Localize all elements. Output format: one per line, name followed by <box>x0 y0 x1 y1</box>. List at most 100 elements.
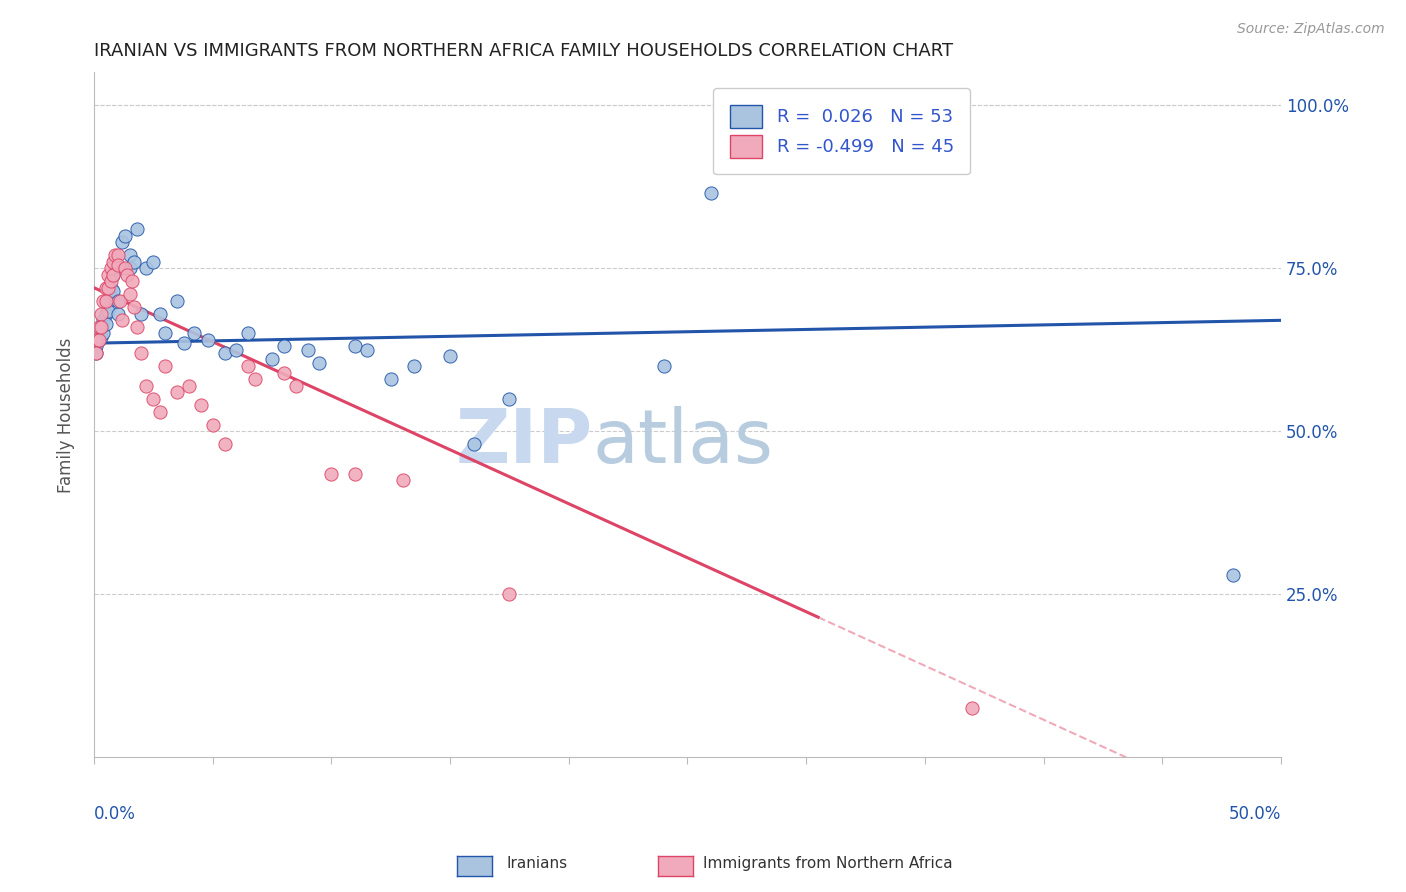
Point <box>131 346 153 360</box>
Point <box>111 313 134 327</box>
Point <box>124 300 146 314</box>
Point <box>93 293 115 308</box>
Point <box>190 398 212 412</box>
Point <box>114 261 136 276</box>
Point <box>108 293 131 308</box>
Text: 0.0%: 0.0% <box>94 805 136 823</box>
Point <box>100 291 122 305</box>
Point <box>498 587 520 601</box>
Point <box>94 293 117 308</box>
Point <box>166 293 188 308</box>
Point <box>118 261 141 276</box>
Point <box>118 287 141 301</box>
Text: Source: ZipAtlas.com: Source: ZipAtlas.com <box>1237 22 1385 37</box>
Point <box>97 281 120 295</box>
Text: 50.0%: 50.0% <box>1229 805 1281 823</box>
Point <box>391 473 413 487</box>
Point <box>84 339 107 353</box>
Point <box>166 385 188 400</box>
Point <box>84 346 107 360</box>
Point <box>700 186 723 200</box>
Point <box>87 319 110 334</box>
Point <box>90 319 112 334</box>
Point <box>177 378 200 392</box>
Point <box>90 319 112 334</box>
Point <box>124 254 146 268</box>
Point <box>104 248 127 262</box>
Point <box>114 228 136 243</box>
Point <box>214 346 236 360</box>
Point <box>245 372 267 386</box>
Point <box>100 281 122 295</box>
Point <box>115 268 138 282</box>
Legend: R =  0.026   N = 53, R = -0.499   N = 45: R = 0.026 N = 53, R = -0.499 N = 45 <box>713 88 970 175</box>
Point <box>125 222 148 236</box>
Point <box>173 336 195 351</box>
Point <box>93 326 115 341</box>
Point <box>273 366 295 380</box>
Point <box>214 437 236 451</box>
Point <box>344 467 367 481</box>
Point <box>94 307 117 321</box>
Point <box>118 248 141 262</box>
Point <box>90 307 112 321</box>
Point <box>87 323 110 337</box>
Point <box>121 274 143 288</box>
Point <box>131 307 153 321</box>
Point <box>97 268 120 282</box>
Point <box>97 303 120 318</box>
Point <box>962 701 984 715</box>
Point <box>356 343 378 357</box>
Text: Iranians: Iranians <box>506 856 567 871</box>
Text: atlas: atlas <box>592 406 773 479</box>
Point <box>260 352 283 367</box>
Point <box>107 258 129 272</box>
Point <box>273 339 295 353</box>
Point <box>135 261 157 276</box>
Point <box>439 349 461 363</box>
Point <box>111 235 134 249</box>
Point <box>404 359 426 373</box>
Point <box>297 343 319 357</box>
Point <box>866 150 889 164</box>
Point <box>153 359 176 373</box>
Point <box>107 248 129 262</box>
Point <box>87 333 110 347</box>
Point <box>101 254 124 268</box>
Point <box>94 317 117 331</box>
Point <box>308 356 330 370</box>
Point <box>101 268 124 282</box>
Point <box>107 293 129 308</box>
Point <box>463 437 485 451</box>
Point <box>84 333 107 347</box>
Point <box>498 392 520 406</box>
Point <box>125 319 148 334</box>
Point <box>93 313 115 327</box>
Text: ZIP: ZIP <box>456 406 592 479</box>
Point <box>1222 567 1244 582</box>
Point <box>284 378 307 392</box>
Point <box>100 261 122 276</box>
Point <box>238 359 260 373</box>
Point <box>149 404 172 418</box>
Point <box>201 417 224 432</box>
Point <box>100 274 122 288</box>
Point <box>108 261 131 276</box>
Point <box>87 333 110 347</box>
Point <box>97 293 120 308</box>
Point <box>380 372 402 386</box>
Point <box>84 346 107 360</box>
Point <box>101 268 124 282</box>
Point <box>344 339 367 353</box>
Y-axis label: Family Households: Family Households <box>58 337 75 492</box>
Point <box>101 284 124 298</box>
Point <box>94 281 117 295</box>
Point <box>321 467 343 481</box>
Point <box>153 326 176 341</box>
Point <box>142 254 165 268</box>
Point <box>142 392 165 406</box>
Text: IRANIAN VS IMMIGRANTS FROM NORTHERN AFRICA FAMILY HOUSEHOLDS CORRELATION CHART: IRANIAN VS IMMIGRANTS FROM NORTHERN AFRI… <box>94 42 953 60</box>
Point <box>652 359 675 373</box>
Point <box>104 254 127 268</box>
Point <box>197 333 219 347</box>
